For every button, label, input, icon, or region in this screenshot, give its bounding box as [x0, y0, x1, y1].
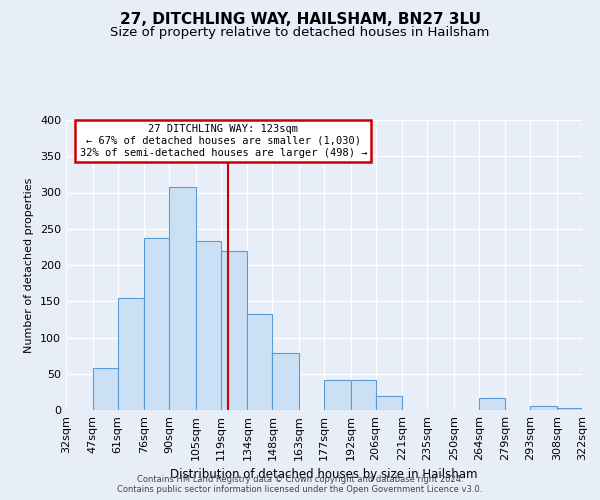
Bar: [92, 368, 118, 410]
X-axis label: Distribution of detached houses by size in Hailsham: Distribution of detached houses by size …: [170, 468, 478, 481]
Bar: [118, 298, 144, 410]
Bar: [479, 398, 505, 410]
Bar: [221, 250, 247, 410]
Bar: [196, 241, 221, 410]
Bar: [350, 380, 376, 410]
Bar: [376, 396, 402, 410]
Text: Size of property relative to detached houses in Hailsham: Size of property relative to detached ho…: [110, 26, 490, 39]
Bar: [557, 408, 582, 410]
Bar: [169, 188, 196, 410]
Text: 27, DITCHLING WAY, HAILSHAM, BN27 3LU: 27, DITCHLING WAY, HAILSHAM, BN27 3LU: [119, 12, 481, 28]
Bar: [247, 314, 272, 410]
Bar: [324, 380, 350, 410]
Bar: [272, 354, 299, 410]
Y-axis label: Number of detached properties: Number of detached properties: [25, 178, 34, 352]
Text: Contains HM Land Registry data © Crown copyright and database right 2024.: Contains HM Land Registry data © Crown c…: [137, 475, 463, 484]
Bar: [530, 406, 557, 410]
Text: 27 DITCHLING WAY: 123sqm
← 67% of detached houses are smaller (1,030)
32% of sem: 27 DITCHLING WAY: 123sqm ← 67% of detach…: [80, 124, 367, 158]
Text: Contains public sector information licensed under the Open Government Licence v3: Contains public sector information licen…: [118, 485, 482, 494]
Bar: [144, 238, 169, 410]
